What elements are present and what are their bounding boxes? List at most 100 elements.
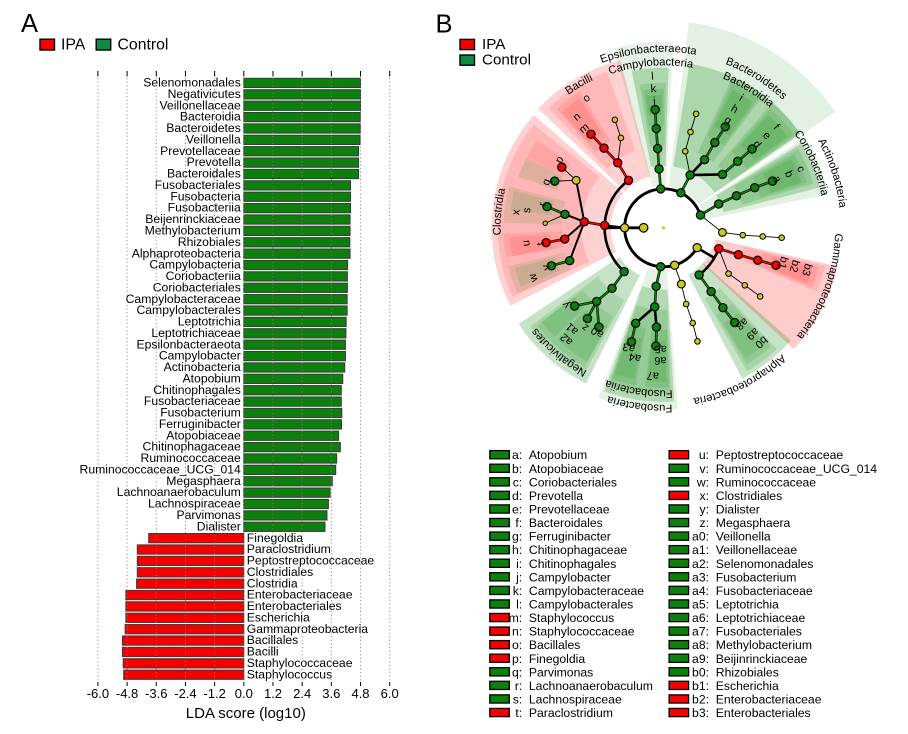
svg-text:Veillonella: Veillonella	[716, 530, 771, 544]
svg-text:a5:: a5:	[692, 597, 709, 611]
svg-text:Beijenrinckiaceae: Beijenrinckiaceae	[145, 212, 241, 226]
svg-text:b:: b:	[512, 462, 522, 476]
svg-text:Ruminococcaceae: Ruminococcaceae	[716, 475, 816, 489]
svg-text:i: i	[737, 92, 745, 104]
svg-text:2.4: 2.4	[293, 686, 311, 701]
svg-text:Fusobacteriia: Fusobacteriia	[168, 201, 241, 215]
svg-text:Parvimonas: Parvimonas	[529, 665, 593, 679]
svg-text:z: z	[579, 321, 591, 334]
svg-text:Ruminococcaceae_UCG_014: Ruminococcaceae_UCG_014	[716, 462, 877, 476]
svg-text:Finegoldia: Finegoldia	[247, 531, 303, 545]
svg-text:1.2: 1.2	[264, 686, 282, 701]
svg-text:Parvimonas: Parvimonas	[176, 508, 240, 522]
svg-text:Campylobacterales: Campylobacterales	[529, 597, 633, 611]
svg-text:Bacteroidia: Bacteroidia	[180, 110, 241, 124]
svg-text:j: j	[652, 96, 656, 108]
svg-text:Chitinophagaceae: Chitinophagaceae	[143, 440, 241, 454]
svg-text:Rhizobiales: Rhizobiales	[716, 665, 779, 679]
svg-text:LDA score (log10): LDA score (log10)	[186, 705, 306, 722]
svg-text:B: B	[436, 11, 453, 39]
svg-text:q: q	[540, 177, 553, 187]
svg-text:a4:: a4:	[692, 584, 709, 598]
svg-text:Epsilonbacteraeota: Epsilonbacteraeota	[136, 337, 241, 351]
svg-text:b1: b1	[775, 255, 790, 270]
svg-text:Peptostreptococcaceae: Peptostreptococcaceae	[247, 554, 375, 568]
svg-text:Veillonellaceae: Veillonellaceae	[159, 98, 241, 112]
svg-text:g:: g:	[512, 530, 522, 544]
svg-text:c:: c:	[513, 475, 522, 489]
svg-text:Prevotella: Prevotella	[187, 155, 241, 169]
svg-text:Leptotrichiaceae: Leptotrichiaceae	[151, 326, 241, 340]
svg-text:Selenomonadales: Selenomonadales	[143, 76, 241, 90]
svg-text:f: f	[771, 122, 783, 133]
svg-text:b2:: b2:	[692, 692, 709, 706]
svg-text:Finegoldia: Finegoldia	[529, 652, 585, 666]
svg-text:4.8: 4.8	[351, 686, 369, 701]
svg-text:k: k	[650, 83, 657, 95]
svg-text:a7: a7	[646, 369, 659, 382]
svg-text:Campylobacteraceae: Campylobacteraceae	[126, 292, 241, 306]
svg-text:u: u	[520, 239, 533, 246]
svg-text:u:: u:	[699, 448, 709, 462]
svg-text:a1:: a1:	[692, 543, 709, 557]
svg-text:Campylobacteraceae: Campylobacteraceae	[529, 584, 644, 598]
svg-text:Fusobacteriales: Fusobacteriales	[155, 178, 241, 192]
svg-text:w: w	[527, 272, 541, 285]
svg-text:a6:: a6:	[692, 611, 709, 625]
svg-text:Veillonella: Veillonella	[186, 132, 241, 146]
svg-text:h:: h:	[512, 543, 522, 557]
svg-text:Chitinophagales: Chitinophagales	[529, 557, 616, 571]
svg-text:j:: j:	[515, 570, 522, 584]
svg-text:b2: b2	[787, 258, 802, 273]
svg-text:a0:: a0:	[692, 530, 709, 544]
svg-text:Campylobacteria: Campylobacteria	[149, 258, 241, 272]
svg-text:Campylobacterales: Campylobacterales	[136, 303, 240, 317]
svg-text:k:: k:	[513, 584, 522, 598]
svg-text:o: o	[581, 92, 592, 105]
svg-text:a: a	[770, 174, 784, 185]
svg-text:Negativicutes: Negativicutes	[168, 87, 241, 101]
svg-text:a2:: a2:	[692, 557, 709, 571]
svg-text:y:: y:	[700, 502, 709, 516]
svg-text:Campylobacter: Campylobacter	[529, 570, 611, 584]
svg-text:Leptotrichia: Leptotrichia	[716, 597, 779, 611]
svg-text:Bacilli: Bacilli	[247, 645, 279, 659]
svg-text:IPA: IPA	[482, 36, 506, 53]
svg-text:b1:: b1:	[692, 679, 709, 693]
svg-text:b3: b3	[799, 262, 814, 277]
svg-text:p: p	[553, 154, 566, 166]
svg-text:Atopobiaceae: Atopobiaceae	[529, 462, 604, 476]
svg-text:Ruminococcaceae: Ruminococcaceae	[141, 451, 241, 465]
svg-text:Coriobacteriales: Coriobacteriales	[529, 475, 617, 489]
svg-text:Prevotellaceae: Prevotellaceae	[529, 502, 610, 516]
svg-text:Enterobacteriaceae: Enterobacteriaceae	[716, 692, 822, 706]
svg-text:a9:: a9:	[692, 652, 709, 666]
svg-text:Control: Control	[118, 37, 169, 54]
svg-text:Staphylococcus: Staphylococcus	[529, 611, 614, 625]
svg-text:r:: r:	[515, 679, 522, 693]
svg-text:Gammaproteobacteria: Gammaproteobacteria	[247, 622, 368, 636]
svg-text:-2.4: -2.4	[174, 686, 196, 701]
svg-text:p:: p:	[512, 652, 522, 666]
svg-text:v: v	[540, 262, 553, 272]
svg-text:Escherichia: Escherichia	[716, 679, 779, 693]
svg-text:Clostridiales: Clostridiales	[247, 565, 313, 579]
svg-text:b: b	[782, 169, 795, 179]
svg-text:Bacillales: Bacillales	[529, 638, 580, 652]
svg-text:Paraclostridium: Paraclostridium	[529, 706, 613, 720]
svg-text:z:: z:	[700, 516, 709, 530]
svg-text:Rhizobiales: Rhizobiales	[178, 235, 241, 249]
svg-text:Dialister: Dialister	[716, 502, 760, 516]
svg-text:h: h	[729, 103, 740, 116]
svg-text:-3.6: -3.6	[145, 686, 167, 701]
svg-text:Escherichia: Escherichia	[247, 610, 310, 624]
svg-text:Fusobacterium: Fusobacterium	[160, 406, 241, 420]
svg-text:g: g	[722, 114, 733, 127]
svg-text:6.0: 6.0	[381, 686, 399, 701]
svg-text:Megasphaera: Megasphaera	[166, 474, 241, 488]
svg-text:Chitinophagales: Chitinophagales	[153, 383, 240, 397]
svg-text:n:: n:	[512, 625, 522, 639]
svg-text:a8: a8	[733, 315, 750, 332]
svg-text:b3:: b3:	[692, 706, 709, 720]
svg-text:Fusobacterium: Fusobacterium	[716, 570, 797, 584]
